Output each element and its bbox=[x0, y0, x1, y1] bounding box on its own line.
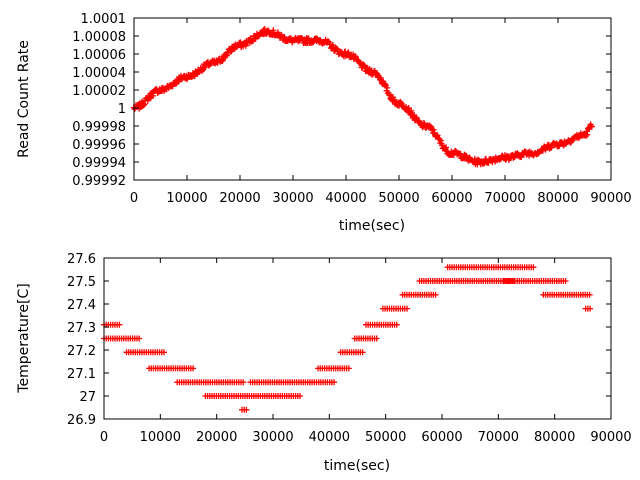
bottom-x-tick-label: 0 bbox=[100, 430, 108, 445]
bottom-y-tick-label: 27.1 bbox=[67, 367, 96, 382]
read-count-rate-point bbox=[310, 39, 317, 46]
read-count-rate-point bbox=[169, 83, 176, 90]
bottom-plot-frame bbox=[103, 257, 612, 420]
temperature-chart: 0 10000 20000 30000 40000 50000 60000 70000 8000… bbox=[16, 252, 632, 474]
read-count-rate-point bbox=[140, 102, 147, 109]
top-x-tick-label: 10000 bbox=[166, 191, 207, 206]
temperature-point bbox=[345, 365, 352, 372]
read-count-rate-point bbox=[382, 81, 389, 88]
temperature-point bbox=[562, 278, 569, 284]
bottom-x-axis-label: time(sec) bbox=[324, 458, 390, 474]
read-count-rate-point bbox=[149, 92, 156, 99]
bottom-x-tick-label: 30000 bbox=[252, 430, 293, 445]
top-plot-frame bbox=[133, 17, 612, 181]
bottom-x-tick-label: 40000 bbox=[309, 430, 350, 445]
read-count-rate-point bbox=[496, 156, 503, 163]
read-count-rate-point bbox=[333, 45, 340, 52]
bottom-y-tick-label: 27.5 bbox=[67, 275, 96, 290]
temperature-point bbox=[160, 349, 167, 356]
read-count-rate-point bbox=[141, 101, 148, 108]
top-x-tick-label: 30000 bbox=[272, 191, 313, 206]
top-y-axis-label: Read Count Rate bbox=[16, 40, 32, 158]
temperature-point bbox=[432, 291, 439, 298]
top-x-tick-label: 40000 bbox=[325, 191, 366, 206]
top-ticks: 0 10000 20000 30000 40000 50000 60000 70000 8000… bbox=[72, 12, 631, 206]
read-count-rate-point bbox=[386, 91, 393, 98]
temperature-point bbox=[404, 305, 411, 312]
top-y-tick-label: 1.00006 bbox=[72, 48, 126, 63]
temperature-point bbox=[530, 264, 537, 271]
read-count-rate-point bbox=[588, 123, 595, 130]
bottom-y-tick-label: 27.6 bbox=[67, 252, 96, 267]
bottom-x-tick-label: 50000 bbox=[365, 430, 406, 445]
bottom-x-tick-label: 10000 bbox=[140, 430, 181, 445]
read-count-rate-point bbox=[430, 126, 437, 133]
read-count-rate-point bbox=[248, 38, 255, 45]
read-count-rate-point bbox=[404, 105, 411, 112]
read-count-rate-point bbox=[397, 99, 404, 106]
read-count-rate-point bbox=[437, 137, 444, 144]
read-count-rate-point bbox=[442, 145, 449, 152]
temperature-point bbox=[136, 335, 143, 342]
read-count-rate-point bbox=[377, 74, 384, 81]
temperature-point bbox=[240, 379, 247, 386]
read-count-rate-chart: 0 10000 20000 30000 40000 50000 60000 70000 8000… bbox=[16, 12, 632, 234]
bottom-x-tick-label: 20000 bbox=[196, 430, 237, 445]
top-y-tick-label: 1.0001 bbox=[81, 12, 127, 27]
read-count-rate-point bbox=[434, 132, 441, 139]
temperature-point bbox=[373, 335, 380, 342]
bottom-y-tick-label: 27.4 bbox=[67, 298, 96, 313]
temperature-point bbox=[190, 365, 197, 372]
bottom-y-tick-label: 27.3 bbox=[67, 321, 96, 336]
read-count-rate-point bbox=[242, 42, 249, 49]
top-y-tick-label: 1.00002 bbox=[72, 84, 126, 99]
bottom-x-tick-label: 70000 bbox=[478, 430, 519, 445]
read-count-rate-point bbox=[352, 53, 359, 60]
read-count-rate-points bbox=[131, 25, 595, 168]
bottom-ticks: 0 10000 20000 30000 40000 50000 60000 70000 8000… bbox=[67, 252, 632, 445]
bottom-x-tick-label: 90000 bbox=[590, 430, 631, 445]
temperature-point bbox=[393, 321, 400, 328]
temperature-point bbox=[587, 305, 594, 312]
bottom-y-tick-label: 27.2 bbox=[67, 344, 96, 359]
top-y-tick-label: 1.00008 bbox=[72, 30, 126, 45]
read-count-rate-point bbox=[270, 27, 277, 34]
bottom-x-tick-label: 60000 bbox=[421, 430, 462, 445]
top-x-tick-label: 80000 bbox=[537, 191, 578, 206]
temperature-points bbox=[101, 264, 594, 413]
bottom-x-tick-label: 80000 bbox=[534, 430, 575, 445]
read-count-rate-point bbox=[443, 144, 450, 151]
temperature-point bbox=[243, 406, 250, 413]
top-y-tick-label: 0.99998 bbox=[72, 120, 126, 135]
read-count-rate-point bbox=[281, 34, 288, 41]
temperature-point bbox=[359, 349, 366, 356]
top-y-tick-label: 0.99992 bbox=[72, 174, 126, 189]
read-count-rate-point bbox=[384, 84, 391, 91]
bottom-y-tick-label: 26.9 bbox=[67, 413, 96, 428]
top-x-tick-label: 0 bbox=[130, 191, 138, 206]
top-x-tick-label: 20000 bbox=[219, 191, 260, 206]
top-x-tick-label: 90000 bbox=[590, 191, 631, 206]
temperature-point bbox=[297, 393, 303, 399]
read-count-rate-point bbox=[219, 57, 226, 64]
read-count-rate-point bbox=[223, 52, 230, 59]
bottom-y-axis-label: Temperature[C] bbox=[16, 283, 32, 393]
temperature-point bbox=[116, 321, 123, 328]
top-y-tick-label: 1 bbox=[118, 102, 126, 117]
temperature-point bbox=[586, 291, 593, 298]
temperature-point bbox=[331, 379, 338, 386]
top-x-tick-label: 60000 bbox=[431, 191, 472, 206]
read-count-rate-point bbox=[359, 61, 366, 68]
top-y-tick-label: 0.99994 bbox=[72, 156, 126, 171]
top-y-tick-label: 1.00004 bbox=[72, 66, 126, 81]
read-count-rate-point bbox=[457, 150, 464, 157]
read-count-rate-point bbox=[584, 131, 591, 138]
top-x-tick-label: 70000 bbox=[484, 191, 525, 206]
bottom-y-tick-label: 27 bbox=[79, 390, 96, 405]
top-x-tick-label: 50000 bbox=[378, 191, 419, 206]
top-x-axis-label: time(sec) bbox=[339, 218, 405, 234]
read-count-rate-point bbox=[175, 78, 182, 85]
top-y-tick-label: 0.99996 bbox=[72, 138, 126, 153]
